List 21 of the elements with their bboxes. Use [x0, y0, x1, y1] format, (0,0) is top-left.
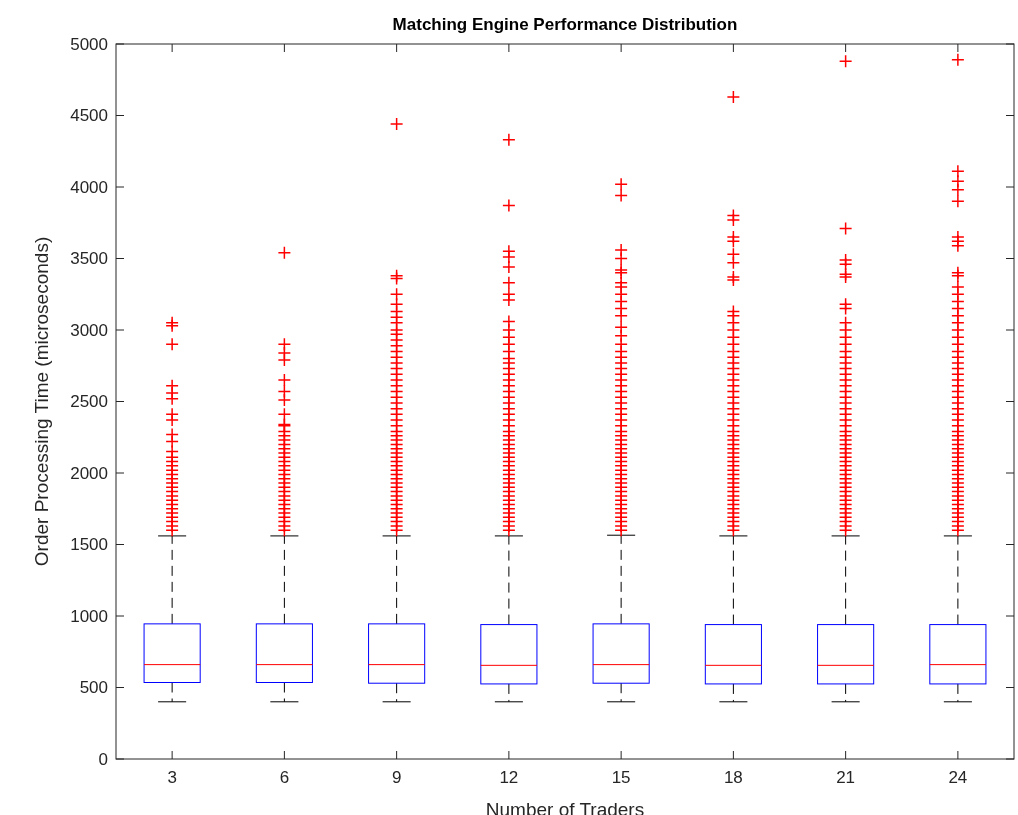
y-axis-title: Order Processing Time (microseconds) [31, 236, 52, 567]
chart-title: Matching Engine Performance Distribution [392, 15, 738, 34]
x-tick-label: 21 [836, 768, 856, 787]
x-tick-label: 6 [279, 768, 290, 787]
y-tick-label: 2500 [70, 392, 108, 412]
x-tick-label: 12 [499, 768, 519, 787]
y-tick-label: 5000 [70, 34, 108, 54]
y-tick-label: 3500 [70, 249, 108, 269]
y-tick-label: 1500 [70, 535, 108, 555]
y-tick-label: 0 [98, 749, 108, 769]
y-tick-label: 3000 [70, 320, 108, 340]
x-tick-label: 24 [948, 768, 968, 787]
x-tick-label: 9 [391, 768, 402, 787]
y-tick-label: 2000 [70, 463, 108, 483]
x-tick-label: 18 [723, 768, 743, 787]
y-tick-label: 4500 [70, 106, 108, 126]
x-tick-label: 15 [611, 768, 631, 787]
y-tick-label: 1000 [70, 606, 108, 626]
x-tick-label: 3 [167, 768, 177, 787]
y-tick-label: 4000 [70, 177, 108, 197]
y-tick-label: 500 [79, 678, 108, 698]
